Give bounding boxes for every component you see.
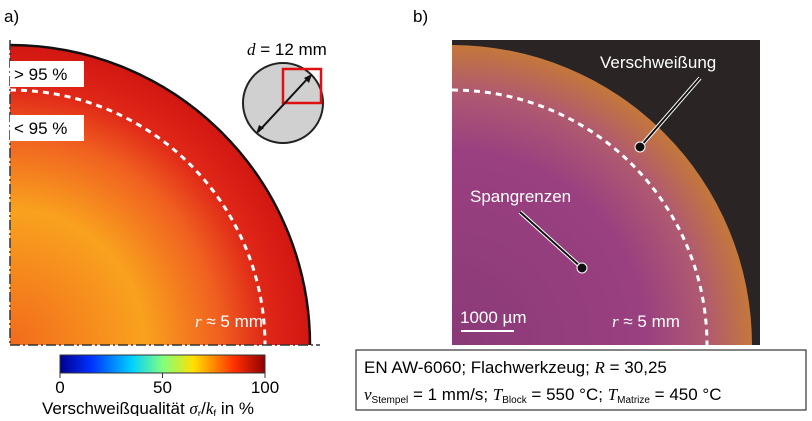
- text: = 450 °C: [650, 385, 722, 404]
- pointer-dot: [634, 141, 646, 153]
- colorbar: 0 50 100: [55, 354, 279, 397]
- micrograph: [452, 45, 752, 345]
- label-box: [10, 61, 84, 87]
- text: /: [201, 399, 206, 416]
- zone-label: > 95 %: [14, 65, 67, 84]
- text: in %: [216, 399, 254, 416]
- symbol: T: [493, 385, 504, 404]
- symbol: r: [612, 312, 619, 331]
- arrow-heads: [256, 74, 312, 134]
- pointer: [639, 77, 701, 148]
- caption-line: vStempel = 1 mm/s; TBlock = 550 °C; TMat…: [364, 385, 722, 406]
- caption-line: EN AW-6060; Flachwerkzeug; R = 30,25: [364, 358, 667, 377]
- symbol: T: [608, 385, 619, 404]
- radius-label: r ≈ 5 mm: [612, 312, 680, 331]
- radius-label: r ≈ 5 mm: [195, 312, 263, 331]
- text: Verschweißqualität: [42, 399, 189, 416]
- symbol: R: [594, 358, 606, 377]
- subscript: Matrize: [617, 395, 650, 406]
- text: = 1 mm/s;: [408, 385, 493, 404]
- symbol: σ: [189, 399, 198, 416]
- label-box: [10, 115, 84, 141]
- text: = 550 °C;: [527, 385, 608, 404]
- text: = 12 mm: [256, 40, 327, 59]
- boundary: [9, 88, 267, 346]
- panel-label: a): [4, 7, 19, 26]
- subscript: r: [198, 409, 202, 416]
- inset-box: [281, 67, 323, 105]
- subscript: Stempel: [372, 395, 409, 406]
- pointer-dot: [576, 262, 588, 274]
- heat-map: [10, 45, 310, 345]
- scale-bar-label: 1000 µm: [460, 308, 527, 327]
- symbol: d: [247, 40, 256, 59]
- subscript: f: [213, 409, 216, 416]
- text: ≈ 5 mm: [619, 312, 680, 331]
- pointer: [519, 211, 583, 269]
- annotation: Verschweißung: [600, 53, 716, 72]
- tick-label: 50: [153, 378, 172, 397]
- tick-label: 0: [55, 378, 64, 397]
- colorbar-scale: [59, 354, 266, 374]
- text: = 30,25: [605, 358, 667, 377]
- text: ≈ 5 mm: [202, 312, 263, 331]
- symbol: r: [195, 312, 202, 331]
- diameter-arrow: [257, 75, 311, 133]
- symbol: k: [206, 399, 214, 416]
- symbol: v: [364, 385, 372, 404]
- text: EN AW-6060; Flachwerkzeug;: [364, 358, 595, 377]
- zone-label: < 95 %: [14, 119, 67, 138]
- diameter-label: d = 12 mm: [247, 40, 327, 59]
- boundary: [451, 88, 709, 346]
- colorbar-label: Verschweißqualität σr/kf in %: [42, 399, 254, 416]
- outline: [9, 43, 312, 346]
- panel-label: b): [413, 7, 428, 26]
- caption-box: [355, 349, 807, 411]
- subscript: Block: [502, 395, 527, 406]
- tick-label: 100: [251, 378, 279, 397]
- annotation: Spangrenzen: [470, 187, 571, 206]
